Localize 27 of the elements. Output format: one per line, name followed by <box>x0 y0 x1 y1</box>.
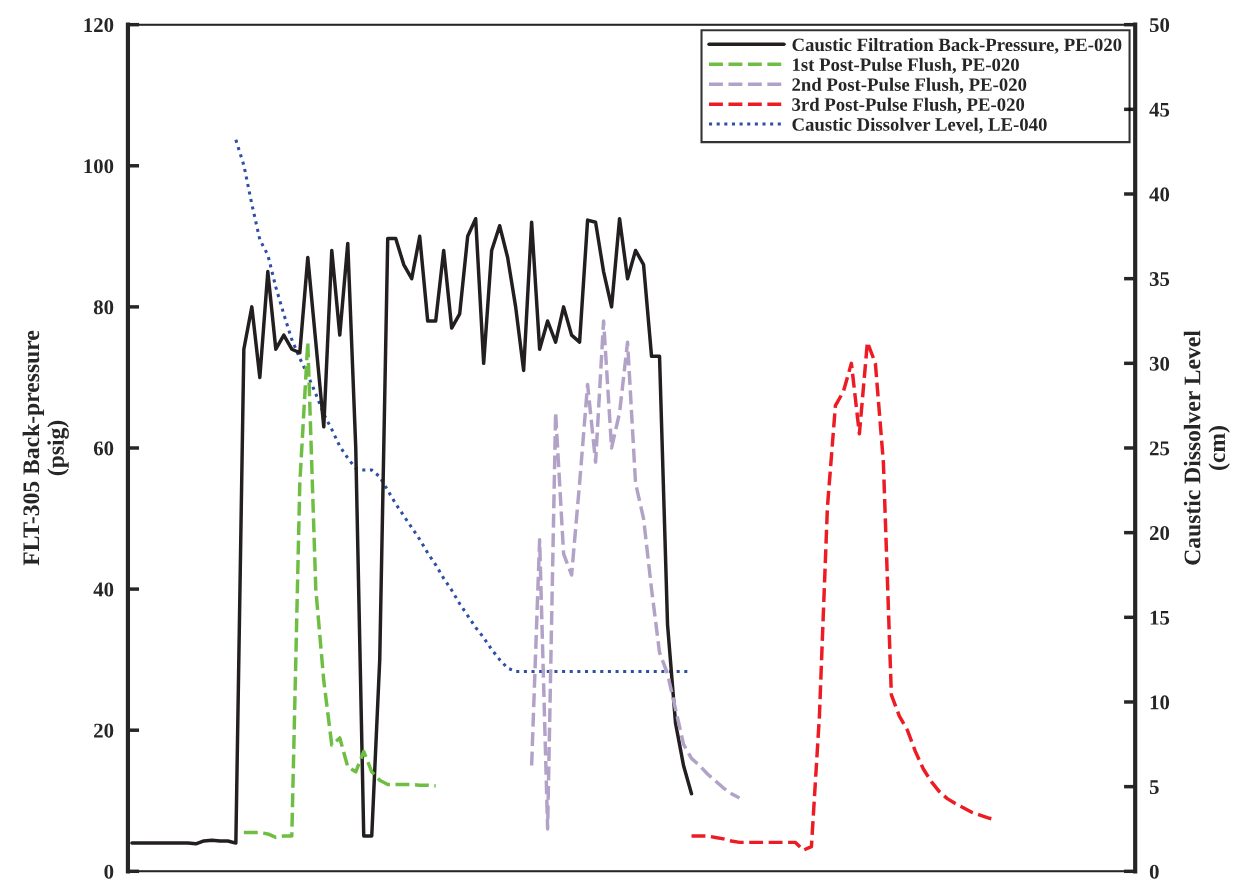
legend-label: 2nd Post-Pulse Flush, PE-020 <box>792 77 1027 94</box>
y-tick-label: 80 <box>93 300 114 315</box>
y2-tick-label: 10 <box>1150 695 1170 710</box>
y-tick-label: 40 <box>93 582 114 597</box>
y-axis-title: FLT-305 Back-pressure (psig) <box>22 330 69 566</box>
y-tick-label: 20 <box>94 723 114 738</box>
legend-label: 1st Post-Pulse Flush, PE-020 <box>793 57 1019 74</box>
y2-tick-label: 25 <box>1149 441 1170 456</box>
line-series <box>242 340 438 840</box>
y2-tick-label: 30 <box>1149 356 1170 371</box>
y2-tick-label: 0 <box>1149 864 1159 879</box>
y-tick-label: 60 <box>93 441 114 456</box>
y2-tick-label: 50 <box>1149 18 1170 33</box>
y2-tick-label: 15 <box>1150 610 1170 625</box>
line-series <box>529 319 742 831</box>
y2-tick-label: 20 <box>1149 526 1170 541</box>
y2-tick-label: 45 <box>1149 102 1170 117</box>
y-tick-label: 120 <box>84 18 114 33</box>
legend-label: 3rd Post-Pulse Flush, PE-020 <box>792 97 1025 114</box>
y2-tick-label: 35 <box>1149 272 1170 287</box>
legend-label: Caustic Filtration Back-Pressure, PE-020 <box>792 37 1122 54</box>
y-tick-label: 100 <box>84 159 114 174</box>
legend-label: Caustic Dissolver Level, LE-040 <box>792 117 1047 134</box>
y2-tick-label: 5 <box>1149 780 1159 795</box>
y2-axis-title: Caustic Dissolver Level (cm) <box>1183 330 1230 565</box>
y2-tick-label: 40 <box>1149 187 1170 202</box>
y-tick-label: 0 <box>104 864 114 879</box>
